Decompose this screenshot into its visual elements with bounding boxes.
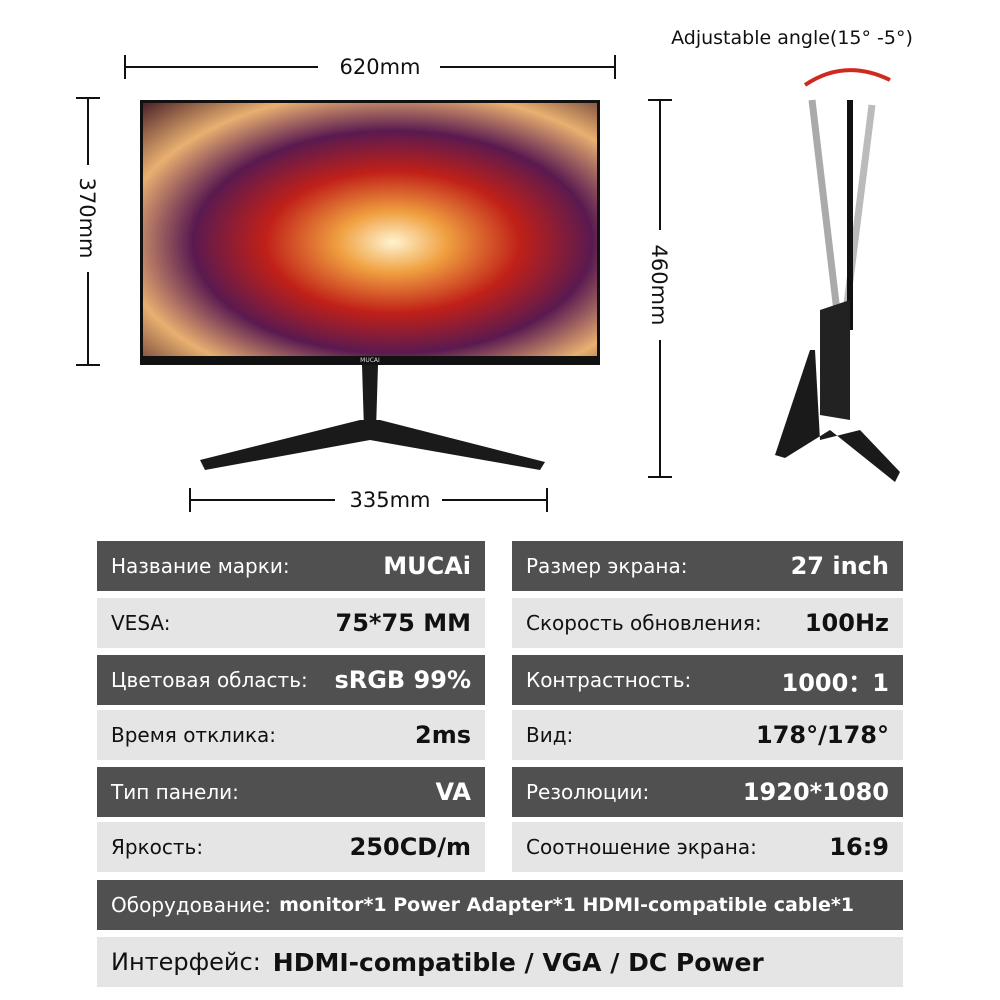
spec-value: VA <box>435 778 471 806</box>
spec-row: VESA: 75*75 MM <box>97 598 485 648</box>
brand-logo: MUCAI <box>360 357 380 364</box>
spec-value: 1000：1 <box>781 668 890 697</box>
spec-row: Название марки: MUCAi <box>97 541 485 591</box>
equipment-value: monitor*1 Power Adapter*1 HDMI-compatibl… <box>279 894 855 916</box>
spec-label: Название марки: <box>111 554 290 578</box>
width-label: 620mm <box>340 55 421 79</box>
monitor-screen <box>143 103 597 356</box>
spec-row: Яркость: 250CD/m <box>97 822 485 872</box>
equipment-row: Оборудование: monitor*1 Power Adapter*1 … <box>97 880 903 930</box>
side-back <box>820 300 850 420</box>
spec-value: 178°/178° <box>756 721 889 749</box>
spec-label: Соотношение экрана: <box>526 835 757 859</box>
spec-value: MUCAi <box>383 552 471 580</box>
spec-row: Размер экрана: 27 inch <box>512 541 903 591</box>
spec-label: Цветовая область: <box>111 668 308 692</box>
spec-label: VESA: <box>111 611 171 635</box>
spec-value: 16:9 <box>829 833 889 861</box>
interface-row: Интерфейс: HDMI-compatible / VGA / DC Po… <box>97 937 903 987</box>
spec-label: Резолюции: <box>526 780 650 804</box>
spec-label: Тип панели: <box>111 780 239 804</box>
side-stand <box>775 350 900 482</box>
height-label: 370mm <box>75 178 99 259</box>
interface-value: HDMI-compatible / VGA / DC Power <box>272 947 764 977</box>
spec-row: Скорость обновления: 100Hz <box>512 598 903 648</box>
spec-value: 75*75 MM <box>335 609 471 637</box>
spec-value: 2ms <box>415 721 471 749</box>
stand-neck <box>362 365 378 430</box>
spec-row: Контрастность: 1000：1 <box>512 655 903 705</box>
product-drawing: 620mm 370mm 460mm 335mm Adjustable angle… <box>75 27 913 512</box>
angle-label: Adjustable angle(15° -5°) <box>671 27 913 49</box>
spec-value: 1920*1080 <box>742 778 889 806</box>
spec-label: Размер экрана: <box>526 554 688 578</box>
spec-value: 27 inch <box>790 552 889 580</box>
spec-row: Время отклика: 2ms <box>97 710 485 760</box>
total-height-label: 460mm <box>647 245 671 326</box>
spec-label: Яркость: <box>111 835 204 859</box>
spec-label: Скорость обновления: <box>526 611 762 635</box>
spec-row: Вид: 178°/178° <box>512 710 903 760</box>
spec-row: Соотношение экрана: 16:9 <box>512 822 903 872</box>
spec-row: Тип панели: VA <box>97 767 485 817</box>
spec-value: 100Hz <box>804 609 889 637</box>
spec-value: 250CD/m <box>349 833 471 861</box>
spec-label: Контрастность: <box>526 668 692 692</box>
spec-label: Время отклика: <box>111 723 277 747</box>
spec-row: Резолюции: 1920*1080 <box>512 767 903 817</box>
angle-arrow <box>803 68 891 87</box>
equipment-label: Оборудование: <box>111 893 272 917</box>
stand-base <box>200 420 545 470</box>
interface-label: Интерфейс: <box>111 948 261 976</box>
tilt-back <box>808 99 842 321</box>
spec-value: sRGB 99% <box>334 666 471 694</box>
spec-label: Вид: <box>526 723 574 747</box>
base-label: 335mm <box>350 488 431 512</box>
spec-row: Цветовая область: sRGB 99% <box>97 655 485 705</box>
